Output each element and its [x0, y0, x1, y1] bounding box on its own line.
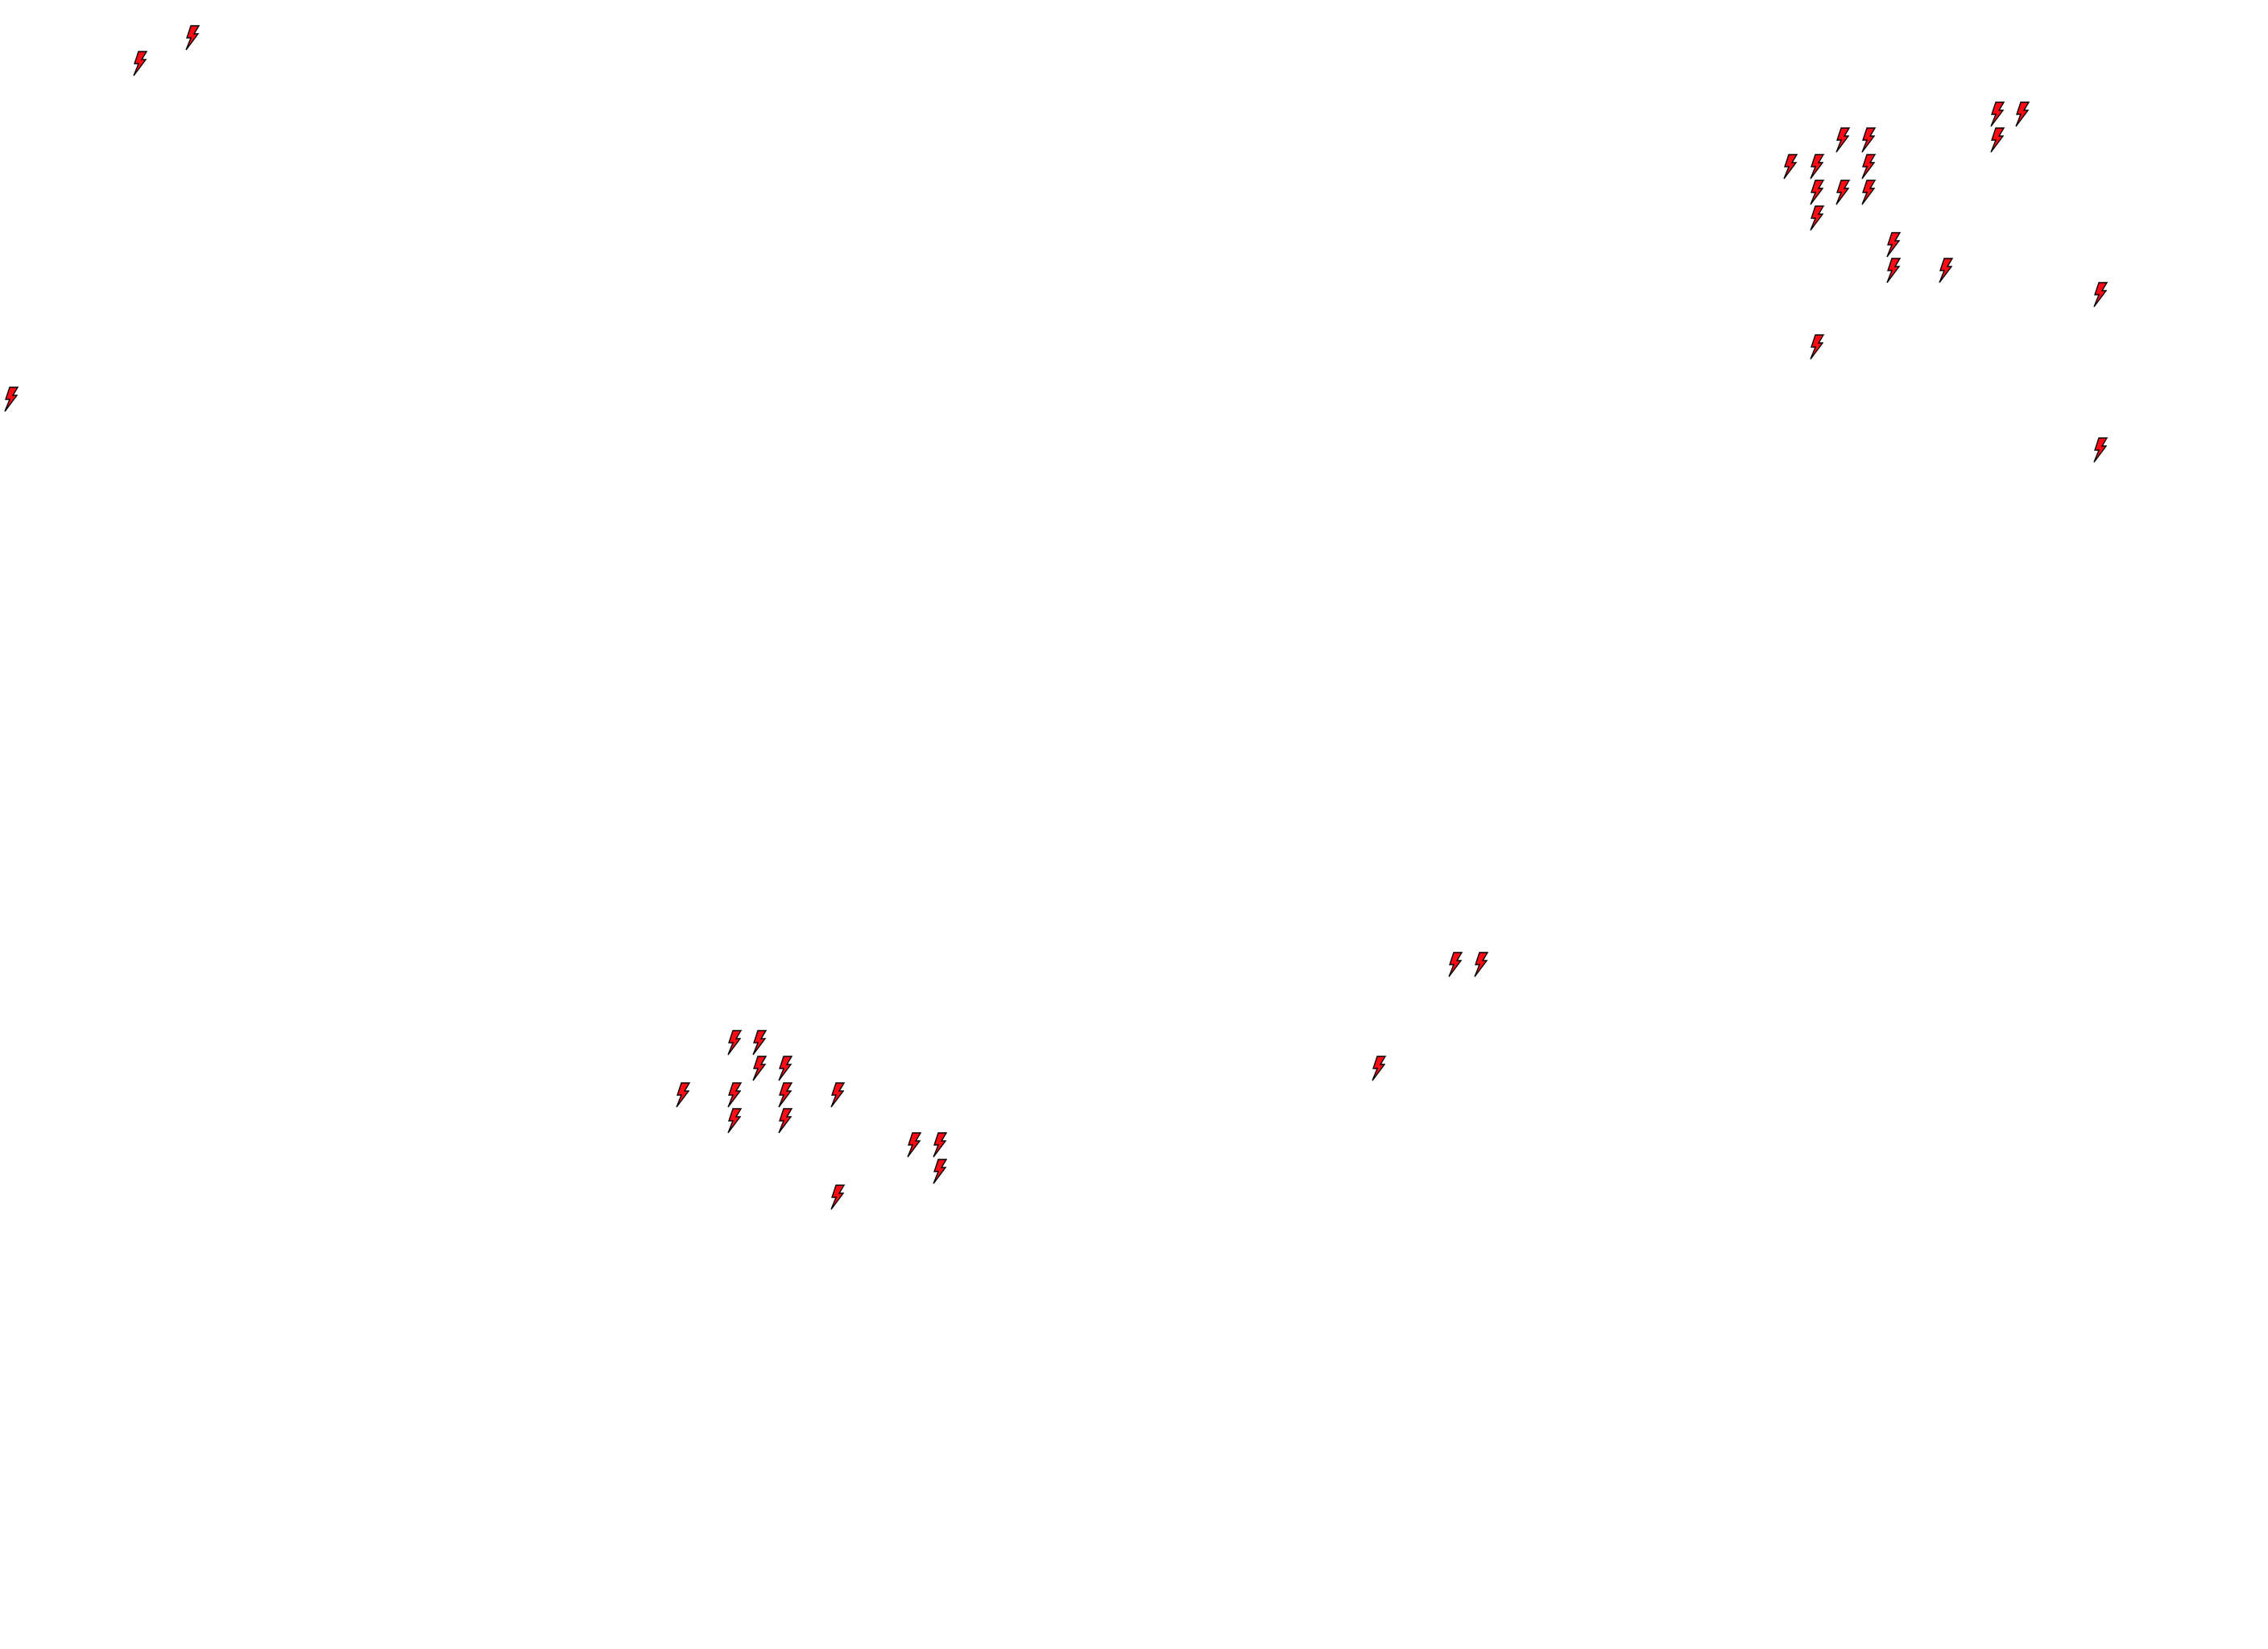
lightning-marker[interactable]	[777, 1108, 793, 1134]
lightning-bolt-icon	[1474, 952, 1489, 977]
lightning-marker[interactable]	[1447, 952, 1463, 977]
lightning-bolt-icon	[185, 24, 201, 51]
lightning-marker[interactable]	[726, 1081, 743, 1108]
lightning-bolt-icon	[2015, 101, 2030, 127]
lightning-bolt-icon	[933, 1132, 948, 1158]
lightning-marker[interactable]	[1835, 127, 1851, 153]
lightning-bolt-icon	[1938, 258, 1953, 283]
lightning-marker[interactable]	[751, 1030, 768, 1056]
lightning-marker[interactable]	[2092, 282, 2109, 308]
lightning-bolt-icon	[1448, 952, 1463, 977]
lightning-bolt-icon	[676, 1081, 690, 1107]
lightning-marker[interactable]	[1885, 231, 1902, 258]
lightning-marker[interactable]	[1782, 153, 1798, 180]
lightning-bolt-icon	[830, 1081, 846, 1107]
lightning-marker[interactable]	[726, 1108, 743, 1134]
lightning-marker[interactable]	[777, 1081, 793, 1108]
lightning-marker[interactable]	[1989, 127, 2005, 153]
lightning-marker[interactable]	[751, 1056, 768, 1081]
lightning-marker[interactable]	[1809, 334, 1825, 360]
lightning-marker[interactable]	[1809, 153, 1825, 180]
lightning-bolt-icon	[778, 1056, 793, 1081]
lightning-bolt-icon	[1836, 127, 1851, 153]
lightning-marker[interactable]	[184, 24, 201, 51]
lightning-bolt-icon	[133, 51, 148, 76]
lightning-marker[interactable]	[1809, 205, 1825, 231]
lightning-bolt-icon	[1886, 231, 1902, 257]
lightning-bolt-icon	[727, 1108, 743, 1134]
lightning-bolt-icon	[1886, 258, 1902, 283]
lightning-bolt-icon	[1861, 153, 1877, 179]
lightning-bolt-icon	[933, 1158, 948, 1184]
lightning-bolt-icon	[1810, 205, 1824, 231]
lightning-bolt-icon	[2093, 436, 2108, 462]
lightning-marker[interactable]	[1835, 180, 1851, 205]
lightning-bolt-icon	[1810, 334, 1824, 360]
lightning-bolt-icon	[1990, 127, 2005, 153]
lightning-marker[interactable]	[3, 386, 19, 412]
lightning-bolt-icon	[1810, 153, 1824, 179]
lightning-marker[interactable]	[1860, 180, 1877, 205]
lightning-bolt-icon	[1861, 180, 1877, 205]
lightning-marker[interactable]	[1989, 101, 2005, 127]
lightning-bolt-icon	[1783, 153, 1798, 179]
lightning-marker[interactable]	[777, 1056, 793, 1081]
lightning-bolt-icon	[1810, 180, 1824, 205]
lightning-bolt-icon	[778, 1081, 793, 1107]
lightning-marker[interactable]	[1938, 258, 1954, 283]
lightning-bolt-icon	[1990, 101, 2005, 127]
lightning-marker[interactable]	[675, 1081, 691, 1108]
lightning-bolt-icon	[907, 1132, 922, 1158]
lightning-marker[interactable]	[906, 1132, 922, 1158]
lightning-bolt-icon	[4, 386, 19, 412]
lightning-bolt-icon	[2093, 282, 2108, 308]
lightning-marker[interactable]	[132, 51, 148, 76]
lightning-bolt-icon	[727, 1081, 743, 1107]
lightning-bolt-icon	[727, 1030, 743, 1056]
lightning-marker[interactable]	[830, 1184, 846, 1210]
lightning-marker[interactable]	[1371, 1056, 1387, 1081]
lightning-marker[interactable]	[2092, 436, 2109, 463]
lightning-bolt-icon	[1861, 127, 1877, 153]
lightning-bolt-icon	[830, 1184, 846, 1210]
lightning-marker[interactable]	[1885, 258, 1902, 283]
lightning-bolt-icon	[778, 1108, 793, 1134]
lightning-marker[interactable]	[1809, 180, 1825, 205]
lightning-marker[interactable]	[932, 1158, 948, 1184]
lightning-marker[interactable]	[726, 1030, 743, 1056]
lightning-marker[interactable]	[932, 1132, 948, 1158]
lightning-bolt-icon	[1371, 1056, 1386, 1081]
lightning-marker[interactable]	[1860, 127, 1877, 153]
lightning-bolt-icon	[1836, 180, 1851, 205]
lightning-marker[interactable]	[1473, 952, 1489, 977]
lightning-marker[interactable]	[1860, 153, 1877, 180]
lightning-marker[interactable]	[830, 1081, 846, 1108]
lightning-bolt-icon	[752, 1056, 768, 1081]
lightning-marker[interactable]	[2014, 101, 2030, 127]
lightning-bolt-icon	[752, 1030, 768, 1056]
